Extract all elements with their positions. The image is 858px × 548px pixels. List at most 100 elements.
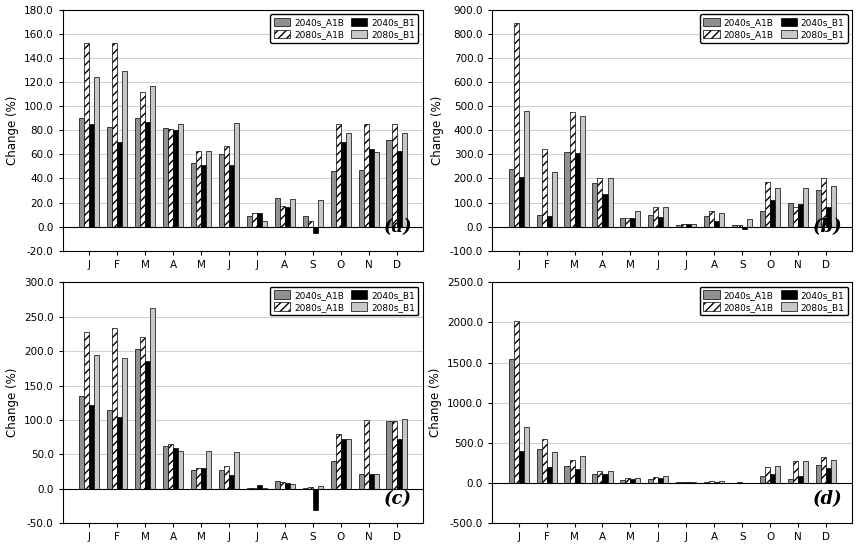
- Bar: [742, 227, 747, 229]
- Bar: [247, 488, 251, 489]
- Bar: [704, 482, 710, 483]
- Bar: [831, 186, 836, 227]
- Bar: [821, 456, 826, 483]
- Bar: [84, 333, 89, 489]
- Bar: [692, 482, 697, 483]
- Bar: [686, 224, 692, 227]
- Bar: [107, 127, 112, 227]
- Bar: [140, 92, 145, 227]
- Legend: 2040s_A1B, 2080s_A1B, 2040s_B1, 2080s_B1: 2040s_A1B, 2080s_A1B, 2040s_B1, 2080s_B1: [700, 287, 848, 316]
- Bar: [775, 188, 780, 227]
- Bar: [107, 410, 112, 489]
- Bar: [285, 483, 290, 489]
- Bar: [519, 177, 523, 227]
- Bar: [135, 349, 140, 489]
- Text: (b): (b): [813, 218, 842, 236]
- Bar: [607, 471, 613, 483]
- Bar: [285, 207, 290, 227]
- Bar: [547, 467, 552, 483]
- Bar: [681, 224, 686, 227]
- Bar: [122, 71, 127, 227]
- Bar: [190, 163, 196, 227]
- Bar: [788, 203, 793, 227]
- Bar: [760, 212, 765, 227]
- Bar: [190, 470, 196, 489]
- Bar: [592, 473, 597, 483]
- Bar: [793, 207, 798, 227]
- Bar: [523, 427, 529, 483]
- Bar: [257, 485, 262, 489]
- Bar: [631, 479, 636, 483]
- Bar: [341, 142, 346, 227]
- Bar: [280, 482, 285, 489]
- Text: (c): (c): [384, 490, 412, 509]
- Bar: [303, 216, 308, 227]
- Bar: [775, 466, 780, 483]
- Bar: [335, 434, 341, 489]
- Bar: [663, 476, 668, 483]
- Bar: [565, 152, 570, 227]
- Bar: [135, 118, 140, 227]
- Bar: [303, 488, 308, 489]
- Bar: [140, 338, 145, 489]
- Bar: [219, 470, 224, 489]
- Text: (a): (a): [384, 218, 412, 236]
- Bar: [402, 419, 407, 489]
- Bar: [565, 465, 570, 483]
- Bar: [290, 484, 295, 489]
- Bar: [575, 469, 579, 483]
- Bar: [536, 215, 541, 227]
- Bar: [317, 486, 323, 489]
- Bar: [386, 140, 391, 227]
- Bar: [620, 480, 625, 483]
- Bar: [247, 216, 251, 227]
- Bar: [317, 200, 323, 227]
- Bar: [602, 194, 607, 227]
- Bar: [663, 207, 668, 227]
- Bar: [514, 321, 519, 483]
- Bar: [653, 207, 658, 227]
- Bar: [308, 487, 312, 489]
- Bar: [251, 213, 257, 227]
- Bar: [145, 362, 150, 489]
- Bar: [335, 124, 341, 227]
- Bar: [714, 221, 719, 227]
- Bar: [201, 469, 206, 489]
- Bar: [519, 451, 523, 483]
- Bar: [201, 165, 206, 227]
- Bar: [330, 461, 335, 489]
- Bar: [686, 482, 692, 483]
- Bar: [219, 155, 224, 227]
- Bar: [509, 169, 514, 227]
- Bar: [625, 218, 631, 227]
- Bar: [373, 152, 378, 227]
- Bar: [719, 213, 724, 227]
- Bar: [346, 133, 351, 227]
- Y-axis label: Change (%): Change (%): [432, 95, 444, 165]
- Bar: [658, 217, 663, 227]
- Bar: [206, 451, 211, 489]
- Bar: [391, 124, 396, 227]
- Bar: [676, 482, 681, 483]
- Bar: [625, 478, 631, 483]
- Bar: [831, 460, 836, 483]
- Bar: [290, 199, 295, 227]
- Bar: [396, 151, 402, 227]
- Bar: [607, 178, 613, 227]
- Bar: [592, 182, 597, 227]
- Bar: [173, 130, 178, 227]
- Bar: [620, 218, 625, 227]
- Bar: [275, 198, 280, 227]
- Bar: [570, 460, 575, 483]
- Bar: [579, 456, 584, 483]
- Bar: [579, 116, 584, 227]
- Bar: [719, 482, 724, 483]
- Bar: [196, 469, 201, 489]
- Bar: [681, 482, 686, 483]
- Bar: [330, 171, 335, 227]
- Bar: [737, 225, 742, 227]
- Bar: [94, 355, 100, 489]
- Bar: [262, 488, 267, 489]
- Bar: [359, 170, 364, 227]
- Bar: [234, 453, 239, 489]
